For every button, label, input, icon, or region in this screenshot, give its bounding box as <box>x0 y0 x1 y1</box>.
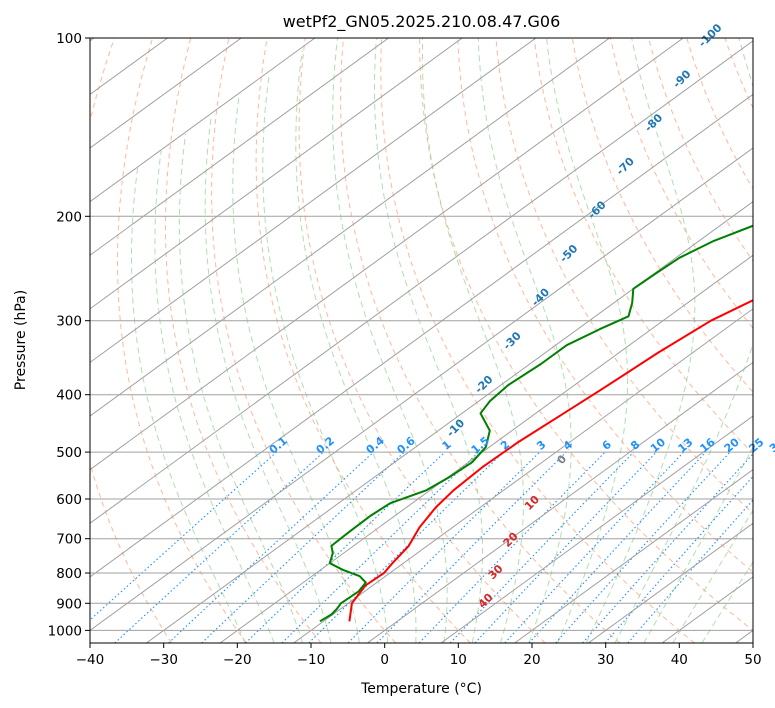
x-tick-label: 10 <box>450 652 467 668</box>
isotherm <box>90 93 753 578</box>
y-tick-label: 700 <box>56 532 82 548</box>
chart-title: wetPf2_GN05.2025.210.08.47.G06 <box>283 12 561 32</box>
x-tick-label: 20 <box>523 652 540 668</box>
dry-adiabat <box>340 38 621 643</box>
profile-lines <box>319 224 753 623</box>
x-tick-label: −30 <box>149 652 178 668</box>
x-tick-label: −40 <box>76 652 105 668</box>
x-tick-label: −10 <box>297 652 326 668</box>
x-axis-title: Temperature (°C) <box>360 681 482 697</box>
mixing-ratio-line <box>555 451 731 643</box>
dry-adiabat <box>457 38 753 573</box>
moist-adiabat <box>614 38 753 643</box>
mixing-ratio-line <box>245 451 446 643</box>
y-axis: 100 200 300 400 500 600 700 800 900 1000 <box>48 31 90 639</box>
isotherm <box>367 361 753 643</box>
isotherm <box>90 38 389 256</box>
mixing-ratio-line <box>308 451 504 643</box>
x-tick-label: −20 <box>223 652 252 668</box>
plot-frame <box>89 37 754 644</box>
mixing-ratio-line <box>582 453 753 643</box>
mixing-ratio-line <box>418 451 606 643</box>
dry-adiabat <box>610 38 753 330</box>
isotherm <box>90 38 537 364</box>
dry-adiabat <box>255 38 471 643</box>
x-tick-label: 50 <box>744 652 761 668</box>
isotherm <box>219 254 753 643</box>
temperature-line <box>348 299 753 622</box>
dry-adiabat <box>298 38 546 643</box>
mixing-ratio-line <box>449 451 634 643</box>
moist-adiabat <box>295 50 417 643</box>
y-tick-label: 100 <box>56 31 82 47</box>
y-tick-label: 200 <box>56 209 82 225</box>
moist-adiabat <box>131 166 246 643</box>
y-tick-label: 500 <box>56 445 82 461</box>
dry-adiabat <box>165 38 322 643</box>
grid-lines <box>90 38 753 643</box>
y-tick-label: 900 <box>56 596 82 612</box>
mixing-ratio-line <box>168 451 374 643</box>
mixing-ratio-line <box>604 475 753 643</box>
y-tick-label: 1000 <box>48 623 82 639</box>
dry-adiabat <box>571 38 753 393</box>
isotherm <box>293 308 753 643</box>
x-tick-label: 30 <box>597 652 614 668</box>
moist-adiabat <box>262 73 389 643</box>
isotherm <box>90 38 684 471</box>
isotherm <box>90 147 753 632</box>
isotherm <box>90 40 753 524</box>
y-axis-title: Pressure (hPa) <box>13 290 29 390</box>
dry-adiabat <box>117 38 247 643</box>
mixing-ratio-line <box>528 451 707 643</box>
moist-adiabat <box>232 95 360 643</box>
mixing-ratio-line <box>474 451 657 643</box>
x-tick-label: 0 <box>380 652 389 668</box>
dry-adiabat <box>90 38 173 643</box>
mixing-ratio-label: 30 <box>767 435 775 455</box>
y-tick-label: 400 <box>56 388 82 404</box>
dry-adiabat <box>763 38 775 643</box>
mixing-ratio-line <box>90 451 277 621</box>
dry-adiabat <box>419 38 753 632</box>
isotherm <box>90 38 242 149</box>
y-tick-label: 800 <box>56 566 82 582</box>
isotherm <box>90 38 463 310</box>
isotherm <box>90 38 316 203</box>
moist-adiabat <box>585 38 696 643</box>
moist-adiabat <box>204 115 332 643</box>
dewpoint-line <box>319 224 753 623</box>
isotherm <box>146 201 753 643</box>
dry-adiabat <box>533 38 753 455</box>
isotherm <box>440 415 753 643</box>
isotherm <box>514 468 753 643</box>
moist-adiabat <box>332 38 448 643</box>
plot-background <box>90 38 753 643</box>
mixing-ratio-line <box>347 451 540 643</box>
moist-adiabat <box>421 38 524 643</box>
y-tick-label: 300 <box>56 314 82 330</box>
isotherm <box>588 522 753 643</box>
isotherm <box>90 38 610 417</box>
x-tick-label: 40 <box>671 652 688 668</box>
y-tick-label: 600 <box>56 492 82 508</box>
x-axis: −40 −30 −20 −10 0 10 20 30 40 50 <box>76 643 762 668</box>
moist-adiabat <box>374 38 483 643</box>
moist-adiabat <box>546 38 629 643</box>
